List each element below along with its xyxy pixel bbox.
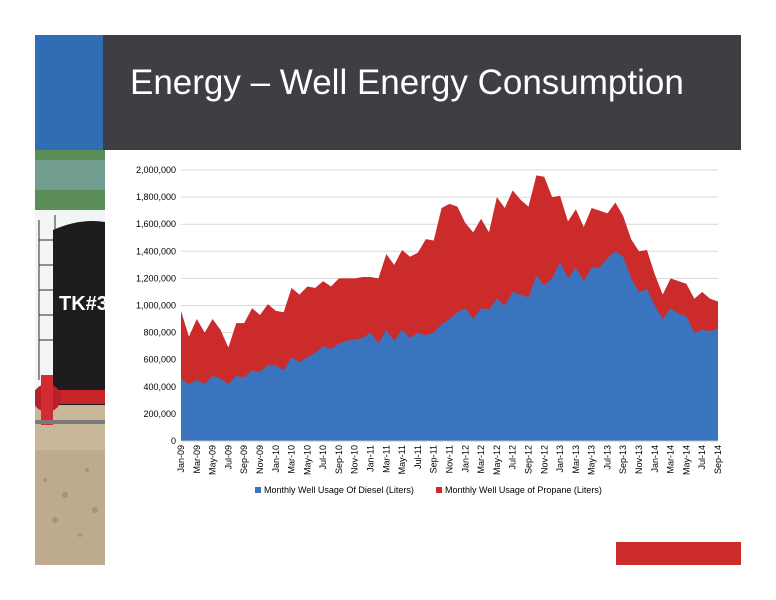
series-area-diesel <box>181 251 718 441</box>
x-tick-label: Mar-09 <box>192 445 202 474</box>
x-tick-label: Mar-10 <box>287 445 297 474</box>
x-tick-label: Sep-09 <box>239 445 249 474</box>
y-tick-label: 2,000,000 <box>136 165 176 175</box>
well-energy-chart: 0 200,000 400,000 600,000 800,000 1,000,000 1,… <box>105 150 741 565</box>
legend-label-propane: Monthly Well Usage of Propane (Liters) <box>445 485 602 495</box>
x-tick-label: Nov-12 <box>539 445 549 474</box>
x-tick-label: Sep-14 <box>713 445 723 474</box>
y-tick-label: 1,200,000 <box>136 273 176 283</box>
x-tick-label: Jan-14 <box>650 445 660 473</box>
chart-container: 0 200,000 400,000 600,000 800,000 1,000,000 1,… <box>105 150 741 565</box>
x-tick-label: Mar-14 <box>666 445 676 474</box>
x-tick-label: Jul-10 <box>318 445 328 470</box>
y-tick-label: 800,000 <box>143 328 176 338</box>
x-tick-label: Mar-13 <box>571 445 581 474</box>
x-tick-label: May-09 <box>208 445 218 475</box>
legend-label-diesel: Monthly Well Usage Of Diesel (Liters) <box>264 485 414 495</box>
x-tick-label: Jul-09 <box>223 445 233 470</box>
x-tick-label: Nov-10 <box>350 445 360 474</box>
x-tick-label: May-11 <box>397 445 407 474</box>
x-tick-label: Sep-10 <box>334 445 344 474</box>
x-tick-label: Nov-11 <box>445 445 455 473</box>
title-bar <box>103 35 741 150</box>
x-tick-label: Jan-11 <box>366 445 376 472</box>
x-tick-label: Jul-14 <box>697 445 707 470</box>
x-tick-label: Sep-13 <box>618 445 628 474</box>
x-tick-label: Nov-13 <box>634 445 644 474</box>
x-tick-label: Jul-11 <box>413 445 423 469</box>
y-tick-label: 400,000 <box>143 382 176 392</box>
tank-label: TK#3 <box>59 293 105 315</box>
chart-svg: 0 200,000 400,000 600,000 800,000 1,000,000 1,… <box>136 165 723 495</box>
y-tick-label: 600,000 <box>143 355 176 365</box>
accent-block-red <box>616 542 741 565</box>
x-tick-label: Jan-10 <box>271 445 281 473</box>
y-tick-label: 1,800,000 <box>136 192 176 202</box>
wellhead-pipe <box>35 375 105 425</box>
x-tick-label: Sep-11 <box>429 445 439 473</box>
x-tick-label: Mar-12 <box>476 445 486 474</box>
storage-tank <box>53 221 105 405</box>
y-tick-label: 1,600,000 <box>136 219 176 229</box>
x-tick-label: Mar-11 <box>381 445 391 473</box>
x-tick-label: Sep-12 <box>523 445 533 474</box>
y-tick-label: 1,000,000 <box>136 301 176 311</box>
x-tick-label: May-13 <box>587 445 597 475</box>
x-tick-label: Jan-12 <box>460 445 470 473</box>
x-tick-label: May-10 <box>302 445 312 475</box>
x-tick-label: May-12 <box>492 445 502 475</box>
x-tick-label: Nov-09 <box>255 445 265 474</box>
x-tick-label: May-14 <box>681 445 691 475</box>
x-tick-label: Jul-12 <box>508 445 518 470</box>
x-tick-label: Jan-13 <box>555 445 565 473</box>
slide-title: Energy – Well Energy Consumption <box>130 63 684 102</box>
x-tick-label: Jan-09 <box>176 445 186 473</box>
accent-bar-blue <box>35 35 103 150</box>
x-tick-label: Jul-13 <box>602 445 612 470</box>
legend-swatch-diesel <box>255 487 261 493</box>
y-tick-label: 0 <box>171 436 176 446</box>
y-tick-label: 200,000 <box>143 409 176 419</box>
y-tick-label: 1,400,000 <box>136 246 176 256</box>
legend-swatch-propane <box>436 487 442 493</box>
tank-photo: TK#3 <box>35 150 105 565</box>
